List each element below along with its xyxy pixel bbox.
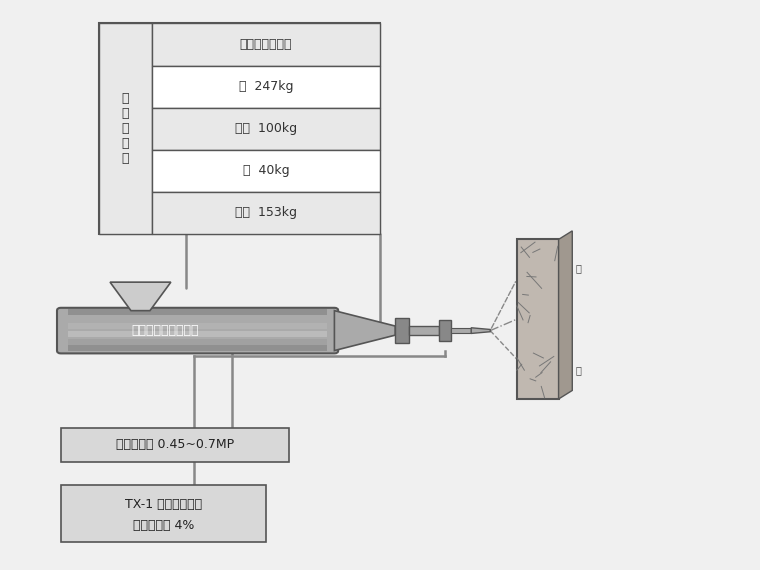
Bar: [152, 23, 380, 66]
Bar: [451, 328, 471, 333]
Polygon shape: [110, 282, 171, 311]
Text: 风压控制在 0.45~0.7MP: 风压控制在 0.45~0.7MP: [116, 438, 234, 451]
Polygon shape: [559, 231, 572, 399]
Text: 岩: 岩: [575, 263, 581, 273]
Bar: [68, 315, 327, 320]
Text: 混
凝
土
拌
合: 混 凝 土 拌 合: [122, 92, 129, 165]
Text: 水  40kg: 水 40kg: [242, 164, 290, 177]
Text: 湿噴式混凝土噴射机: 湿噴式混凝土噴射机: [131, 324, 198, 337]
Bar: [152, 108, 380, 149]
Bar: [152, 66, 380, 108]
Text: 砂  247kg: 砂 247kg: [239, 80, 293, 93]
FancyBboxPatch shape: [57, 308, 338, 353]
Bar: [68, 308, 327, 315]
Text: 可参考的配合比: 可参考的配合比: [239, 38, 293, 51]
Polygon shape: [334, 311, 395, 351]
Bar: [68, 339, 327, 344]
Text: TX-1 型液体速凝剑: TX-1 型液体速凝剑: [125, 498, 202, 511]
Text: 石子  153kg: 石子 153kg: [235, 206, 297, 219]
Bar: [409, 326, 439, 335]
Bar: [152, 192, 380, 234]
Bar: [517, 239, 559, 399]
Bar: [68, 331, 327, 336]
Bar: [61, 428, 289, 462]
Bar: [395, 318, 409, 343]
Bar: [99, 23, 152, 234]
Text: 水泥  100kg: 水泥 100kg: [235, 122, 297, 135]
Bar: [61, 484, 266, 542]
Bar: [152, 149, 380, 192]
Bar: [68, 323, 327, 328]
Bar: [68, 344, 327, 351]
Text: 面: 面: [575, 365, 581, 376]
Polygon shape: [471, 328, 490, 333]
Bar: [439, 320, 451, 341]
Bar: [99, 23, 380, 234]
Text: 水泥用量的 4%: 水泥用量的 4%: [133, 519, 194, 532]
